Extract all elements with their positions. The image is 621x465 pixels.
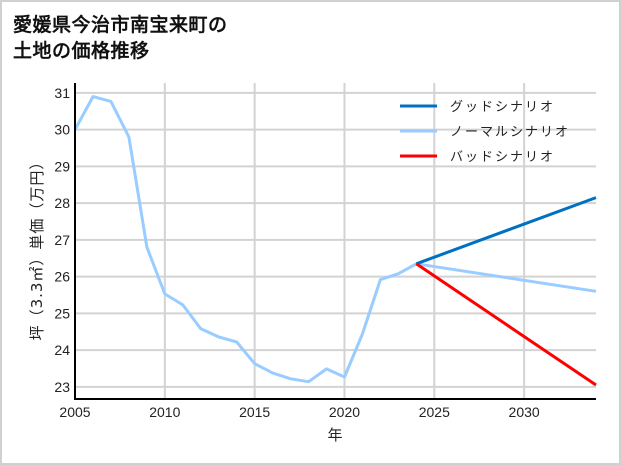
y-axis-ticks: 23 24 25 26 27 28 29 30 31 bbox=[54, 85, 70, 395]
y-tick-label: 27 bbox=[54, 232, 70, 248]
y-tick-label: 29 bbox=[54, 158, 70, 174]
x-tick-label: 2025 bbox=[419, 404, 450, 420]
chart-title-line2: 土地の価格推移 bbox=[13, 40, 150, 62]
y-tick-label: 28 bbox=[54, 195, 70, 211]
x-axis-ticks: 2005 2010 2015 2020 2025 2030 bbox=[59, 404, 539, 420]
x-tick-label: 2015 bbox=[239, 404, 270, 420]
axes bbox=[74, 83, 596, 400]
x-tick-label: 2020 bbox=[329, 404, 360, 420]
legend-label: バッドシナリオ bbox=[450, 150, 555, 165]
data-lines bbox=[73, 95, 597, 387]
series-line bbox=[416, 262, 597, 293]
x-tick-label: 2030 bbox=[509, 404, 540, 420]
series-line bbox=[73, 95, 418, 384]
legend-label: ノーマルシナリオ bbox=[450, 125, 570, 140]
y-tick-label: 30 bbox=[54, 122, 70, 138]
legend-label: グッドシナリオ bbox=[450, 100, 555, 115]
series-line bbox=[415, 262, 597, 387]
y-tick-label: 25 bbox=[54, 305, 70, 321]
y-axis-label: 坪（3.3㎡）単価（万円） bbox=[28, 154, 46, 341]
chart-title-line1: 愛媛県今治市南宝来町の bbox=[13, 14, 228, 36]
x-tick-label: 2010 bbox=[149, 404, 180, 420]
y-tick-label: 31 bbox=[54, 85, 70, 101]
x-axis-label: 年 bbox=[327, 426, 342, 444]
y-tick-label: 26 bbox=[54, 269, 70, 285]
series-line bbox=[415, 196, 597, 266]
x-tick-label: 2005 bbox=[59, 404, 90, 420]
y-tick-label: 24 bbox=[54, 342, 70, 358]
y-tick-label: 23 bbox=[54, 379, 70, 395]
chart-title: 愛媛県今治市南宝来町の 土地の価格推移 bbox=[13, 12, 228, 64]
